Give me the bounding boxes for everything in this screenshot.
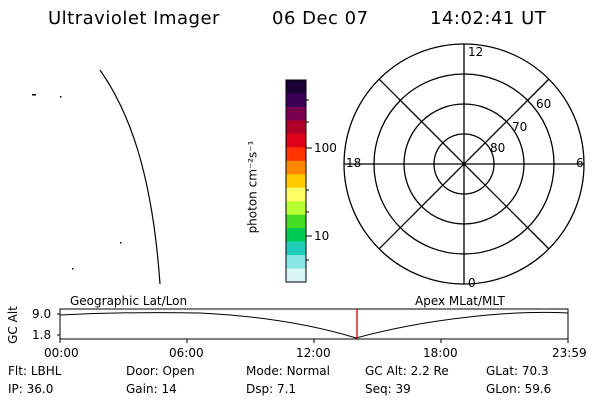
status-glat-value: 70.3 <box>521 364 549 378</box>
header-time: 14:02:41 UT <box>430 8 547 29</box>
status-gain-label: Gain: <box>126 382 158 396</box>
status-gc-alt: GC Alt: 2.2 Re <box>365 364 449 378</box>
status-dsp-value: 7.1 <box>276 382 297 396</box>
colorbar-band <box>286 120 306 135</box>
status-seq-value: 39 <box>395 382 411 396</box>
colorbar-band <box>286 241 306 256</box>
status-ip-label: IP: <box>8 382 23 396</box>
timeline-x-ticks <box>59 339 569 343</box>
mlat-label-80: 80 <box>490 141 506 155</box>
status-door: Door: Open <box>126 364 195 378</box>
colorbar-band <box>286 228 306 243</box>
colorbar-band <box>286 80 306 94</box>
x-tick-label-1200: 12:00 <box>296 346 331 360</box>
colorbar-band <box>286 174 306 189</box>
mlt-label-18: 18 <box>346 156 362 170</box>
status-seq: Seq: 39 <box>365 382 411 396</box>
colorbar-band <box>286 201 306 216</box>
status-ip-value: 36.0 <box>26 382 54 396</box>
timeline-frame <box>59 308 569 340</box>
status-glat-label: GLat: <box>486 364 519 378</box>
mlt-label-12: 12 <box>468 45 484 59</box>
status-dsp-label: Dsp: <box>246 382 274 396</box>
y-tick-label-9: 9.0 <box>32 307 52 321</box>
colorbar-band <box>286 147 306 162</box>
status-gc-alt-label: GC Alt: <box>365 364 407 378</box>
colorbar-band <box>286 214 306 229</box>
status-gain: Gain: 14 <box>126 382 177 396</box>
status-mode: Mode: Normal <box>246 364 330 378</box>
x-tick-label-1800: 18:00 <box>423 346 458 360</box>
status-glon: GLon: 59.6 <box>486 382 551 396</box>
status-door-label: Door: <box>126 364 159 378</box>
colorbar-unit-label: photon cm⁻²s⁻¹ <box>245 140 260 234</box>
colorbar-band <box>286 268 306 283</box>
image-speck <box>72 268 74 270</box>
mlt-label-0: 0 <box>468 276 476 290</box>
status-glon-label: GLon: <box>486 382 521 396</box>
geo-latlon-label: Geographic Lat/Lon <box>70 294 188 308</box>
polar-diagonal-2 <box>378 78 550 250</box>
x-tick-label-0600: 06:00 <box>169 346 204 360</box>
status-glon-value: 59.6 <box>524 382 552 396</box>
status-filter-label: Flt: <box>8 364 27 378</box>
status-ip: IP: 36.0 <box>8 382 53 396</box>
x-tick-label-2359: 23:59 <box>552 346 587 360</box>
colorbar-band <box>286 255 306 270</box>
status-seq-label: Seq: <box>365 382 392 396</box>
status-filter: Flt: LBHL <box>8 364 61 378</box>
colorbar-band <box>286 187 306 202</box>
earth-limb-image <box>32 69 161 285</box>
earth-limb-arc <box>99 69 161 285</box>
mlat-label-70: 70 <box>512 120 528 134</box>
status-gc-alt-value: 2.2 Re <box>410 364 449 378</box>
colorbar-frame <box>285 79 307 283</box>
status-glat: GLat: 70.3 <box>486 364 549 378</box>
status-mode-label: Mode: <box>246 364 283 378</box>
image-speck <box>60 96 62 98</box>
instrument-title: Ultraviolet Imager <box>48 8 220 29</box>
status-mode-value: Normal <box>286 364 330 378</box>
altitude-curve <box>59 311 569 339</box>
apex-mlat-label: Apex MLat/MLT <box>415 294 505 308</box>
status-dsp: Dsp: 7.1 <box>246 382 296 396</box>
colorbar-band <box>286 160 306 175</box>
status-filter-value: LBHL <box>30 364 62 378</box>
colorbar-band <box>286 93 306 108</box>
mlt-label-6: 6 <box>576 156 584 170</box>
mlat-label-60: 60 <box>536 97 552 111</box>
image-speck <box>120 242 122 244</box>
colorbar-label-10: 10 <box>314 229 330 243</box>
colorbar-band <box>286 106 306 121</box>
y-tick-label-1.8: 1.8 <box>32 328 52 342</box>
image-speck <box>32 94 36 96</box>
colorbar-band <box>286 133 306 148</box>
polar-grid <box>343 43 585 285</box>
intensity-colorbar <box>286 80 306 283</box>
gc-alt-axis-label: GC Alt <box>5 306 20 344</box>
x-tick-label-0000: 00:00 <box>44 346 79 360</box>
status-door-value: Open <box>162 364 195 378</box>
status-gain-value: 14 <box>161 382 177 396</box>
colorbar-label-100: 100 <box>314 141 337 155</box>
header-date: 06 Dec 07 <box>272 8 369 29</box>
